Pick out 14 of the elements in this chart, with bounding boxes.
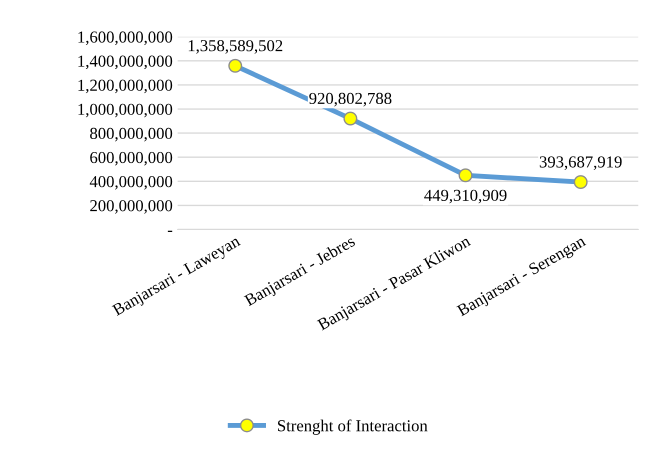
- y-tick-label: 1,200,000,000: [78, 80, 172, 94]
- y-tick-label: 400,000,000: [90, 176, 172, 190]
- data-label: 920,802,788: [309, 92, 392, 106]
- y-tick-label: 600,000,000: [90, 152, 172, 166]
- data-label: 1,358,589,502: [188, 40, 282, 54]
- y-tick-label: 1,000,000,000: [78, 104, 172, 118]
- y-tick-label: -: [168, 230, 172, 232]
- data-label: 393,687,919: [540, 156, 622, 170]
- y-tick-label: 800,000,000: [90, 128, 172, 142]
- data-label: 449,310,909: [424, 190, 507, 204]
- y-tick-label: 200,000,000: [90, 200, 172, 214]
- y-tick-label: 1,400,000,000: [78, 56, 172, 70]
- y-tick-label: 1,600,000,000: [78, 31, 172, 46]
- legend-label: Strenght of Interaction: [278, 419, 428, 435]
